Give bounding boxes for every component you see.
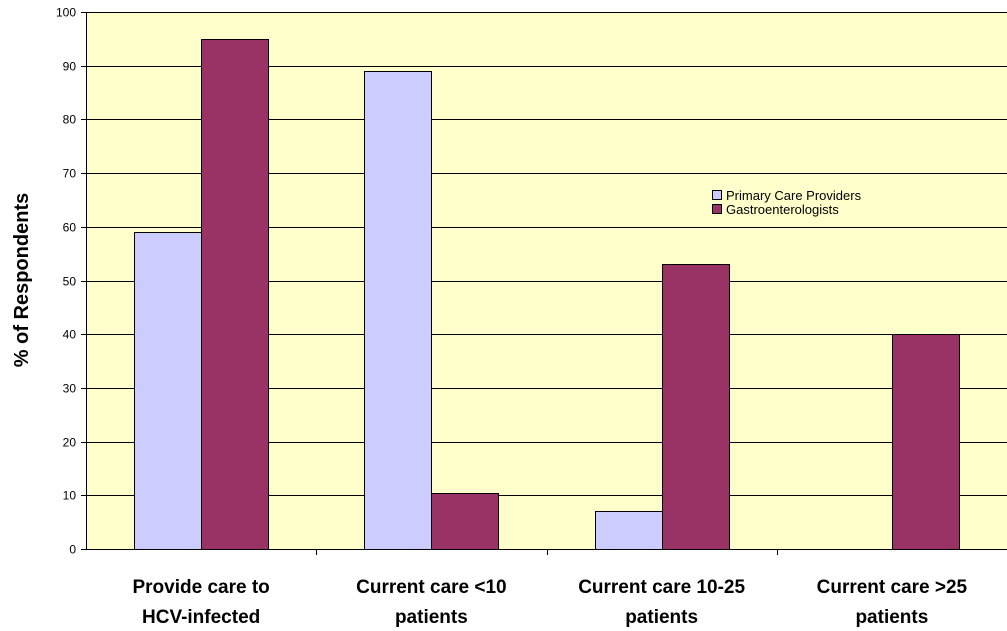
legend-label: Gastroenterologists	[726, 202, 839, 217]
category-label: patients	[855, 607, 928, 628]
category-label: Current care 10-25	[578, 577, 745, 598]
y-tick-label: 0	[69, 543, 76, 557]
y-tick-label: 60	[63, 221, 77, 235]
y-tick-label: 20	[63, 436, 77, 450]
y-tick-label: 40	[63, 328, 77, 342]
category-label: Current care >25	[817, 577, 968, 598]
legend-swatch	[712, 204, 722, 214]
bar	[364, 71, 432, 550]
bar	[201, 39, 269, 550]
axes	[81, 12, 1007, 555]
legend-label: Primary Care Providers	[726, 188, 862, 203]
y-tick-label: 10	[63, 489, 77, 503]
legend: Primary Care ProvidersGastroenterologist…	[712, 188, 862, 217]
bar	[595, 511, 663, 550]
category-label: patients	[625, 607, 698, 628]
y-tick-label: 80	[63, 113, 77, 127]
legend-swatch	[712, 190, 722, 200]
category-label: Provide care to	[132, 577, 269, 598]
category-labels: Provide care to HCV-infected Current care …	[132, 577, 967, 628]
bar	[892, 334, 960, 550]
bar	[662, 264, 730, 550]
category-label: HCV-infected	[142, 607, 260, 628]
y-tick-label: 70	[63, 167, 77, 181]
y-tick-labels: 0 10 20 30 40 50 60 70 80 90 100	[56, 6, 76, 557]
bar	[134, 232, 202, 550]
y-tick-label: 50	[63, 275, 77, 289]
y-tick-label: 100	[56, 6, 76, 20]
category-label: patients	[395, 607, 468, 628]
bar	[431, 493, 499, 550]
category-label: Current care <10	[356, 577, 507, 598]
y-tick-label: 90	[63, 60, 77, 74]
y-tick-label: 30	[63, 382, 77, 396]
bars	[134, 39, 960, 550]
y-axis-title: % of Respondents	[11, 193, 33, 367]
